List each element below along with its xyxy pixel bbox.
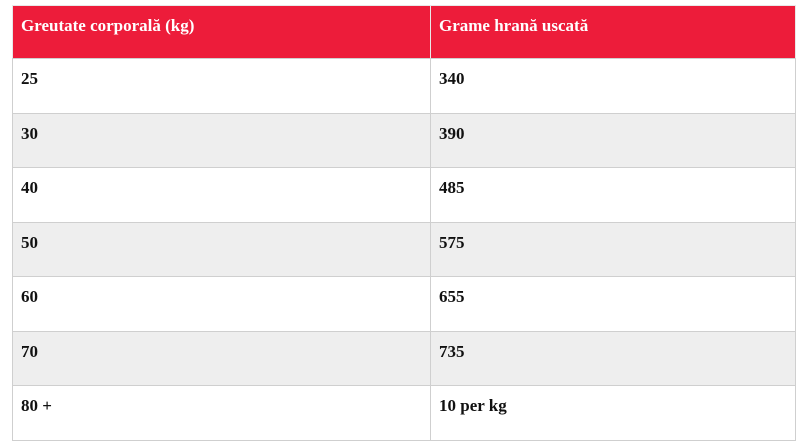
table-cell: 70 [12, 330, 431, 387]
table-cell: 50 [12, 221, 431, 278]
table-cell: 40 [12, 167, 431, 223]
header-cell: Greutate corporală (kg) [12, 5, 431, 59]
table-cell: 80 + [12, 385, 431, 441]
table-cell: 485 [430, 167, 796, 223]
header-cell: Grame hrană uscată [430, 5, 796, 59]
table-cell: 60 [12, 276, 431, 332]
table-cell: 655 [430, 276, 796, 332]
table-cell: 390 [430, 112, 796, 169]
table-cell: 735 [430, 330, 796, 387]
table-cell: 575 [430, 221, 796, 278]
table-cell: 30 [12, 112, 431, 169]
table-cell: 10 per kg [430, 385, 796, 441]
table-cell: 25 [12, 58, 431, 114]
table-cell: 340 [430, 58, 796, 114]
